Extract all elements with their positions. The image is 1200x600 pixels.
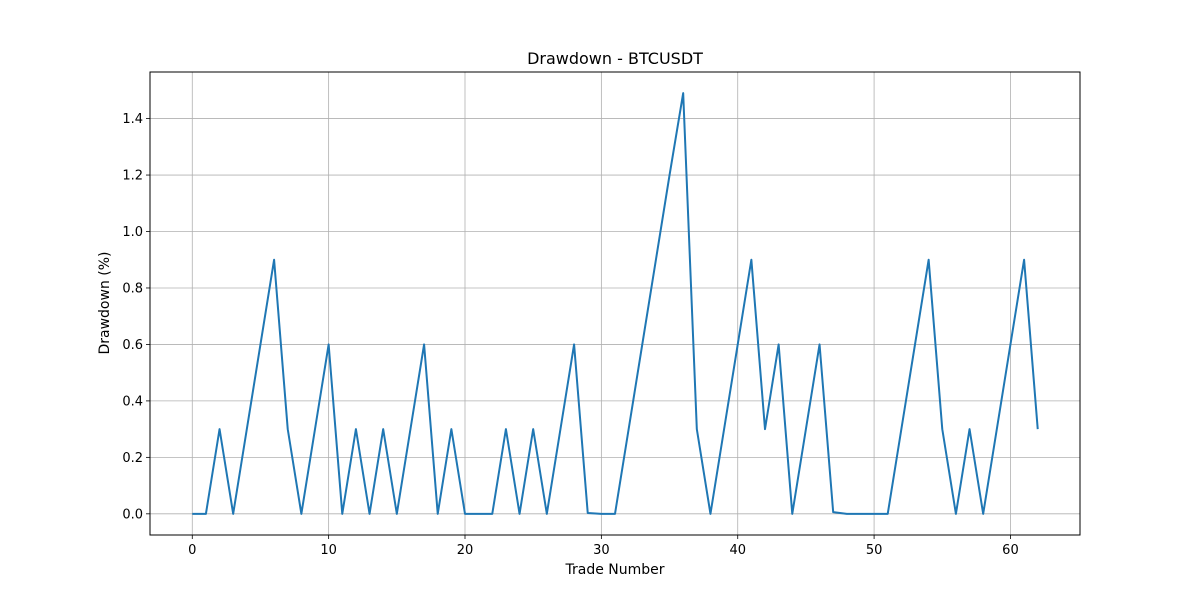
x-tick-label: 40 [729,543,746,558]
series-layer [192,92,1039,515]
y-tick-label: 0.2 [122,451,143,466]
y-axis-label: Drawdown (%) [97,251,113,354]
y-tick-label: 0.6 [122,338,143,353]
x-tick-label: 0 [188,543,196,558]
y-tick-label: 0.0 [122,507,143,522]
y-tick-label: 0.4 [122,394,143,409]
x-axis-label: Trade Number [564,562,664,578]
y-tick-label: 1.0 [122,225,143,240]
x-tick-label: 50 [866,543,883,558]
x-axis: 0 10 20 30 40 50 60 [188,535,1019,558]
x-tick-label: 60 [1002,543,1019,558]
y-tick-label: 1.2 [122,169,143,184]
chart-title: Drawdown - BTCUSDT [527,49,703,68]
y-tick-label: 0.8 [122,281,143,296]
x-tick-label: 20 [457,543,474,558]
grid [150,72,1080,535]
y-axis: 0.0 0.2 0.4 0.6 0.8 1.0 1.2 1.4 [122,112,150,522]
x-tick-label: 30 [593,543,610,558]
plot-area [150,72,1080,535]
y-tick-label: 1.4 [122,112,143,127]
drawdown-series-line [192,92,1039,515]
plot-frame [149,71,1081,536]
x-tick-label: 10 [320,543,337,558]
